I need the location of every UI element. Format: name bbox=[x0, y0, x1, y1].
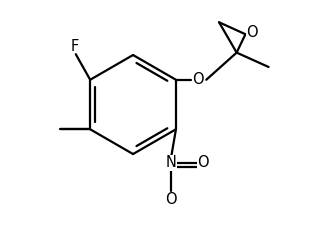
Text: O: O bbox=[246, 25, 258, 40]
Text: O: O bbox=[197, 155, 209, 170]
Text: N: N bbox=[166, 155, 177, 170]
Text: O: O bbox=[165, 192, 177, 207]
Text: O: O bbox=[192, 72, 204, 87]
Text: F: F bbox=[71, 39, 79, 54]
